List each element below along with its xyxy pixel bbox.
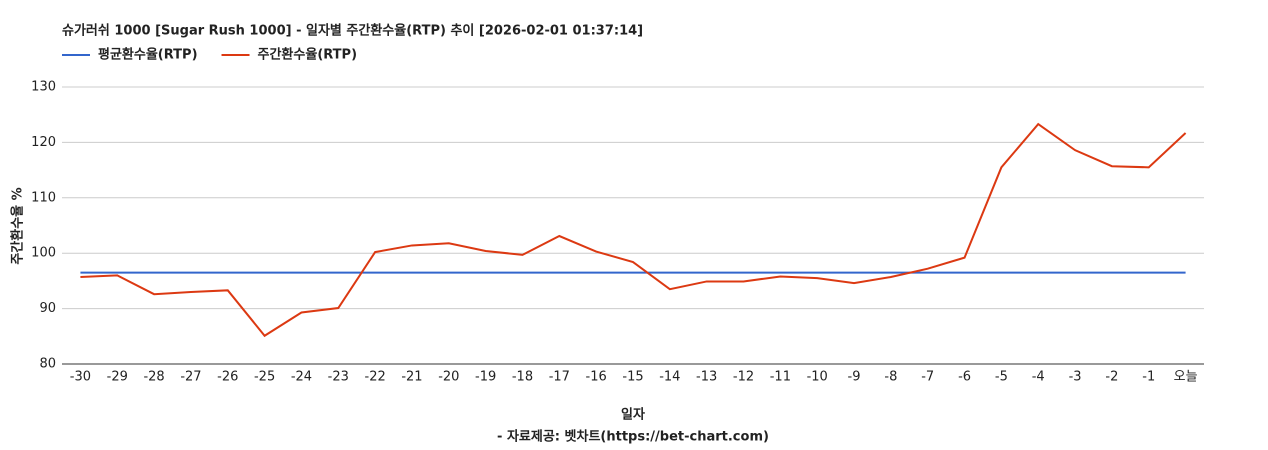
x-tick-label: -18: [512, 370, 533, 385]
legend-label: 주간환수율(RTP): [258, 47, 358, 63]
y-tick-label: 130: [31, 80, 56, 95]
y-tick-label: 90: [39, 301, 56, 316]
x-tick-label: -11: [770, 370, 791, 385]
x-tick-label: -28: [143, 370, 164, 385]
x-tick-label: -27: [180, 370, 201, 385]
x-tick-label: -23: [328, 370, 349, 385]
y-tick-label: 120: [31, 135, 56, 150]
x-tick-label: -7: [921, 370, 934, 385]
x-tick-label: -10: [807, 370, 828, 385]
series-line: [80, 122, 1187, 338]
x-axis-label: 일자: [621, 408, 645, 423]
x-tick-label: -3: [1069, 370, 1082, 385]
x-tick-label: -17: [549, 370, 570, 385]
x-tick-label: -26: [217, 370, 238, 385]
y-tick-label: 80: [39, 357, 56, 372]
y-axis-label: 주간환수율 %: [10, 187, 26, 264]
legend-label: 평균환수율(RTP): [98, 47, 198, 63]
x-tick-label: -9: [848, 370, 861, 385]
x-tick-label: -29: [107, 370, 128, 385]
x-tick-label: -14: [659, 370, 680, 385]
x-tick-label: 오늘: [1174, 370, 1198, 385]
x-tick-label: -25: [254, 370, 275, 385]
x-tick-label: -20: [438, 370, 459, 385]
y-tick-label: 100: [31, 246, 56, 261]
x-tick-label: -4: [1032, 370, 1045, 385]
x-tick-label: -1: [1142, 370, 1155, 385]
x-tick-label: -8: [884, 370, 897, 385]
source: - 자료제공: 벳차트(https://bet-chart.com): [497, 429, 769, 445]
x-tick-label: -19: [475, 370, 496, 385]
x-tick-label: -13: [696, 370, 717, 385]
x-tick-label: -21: [401, 370, 422, 385]
chart-title: 슈가러쉬 1000 [Sugar Rush 1000] - 일자별 주간환수율(…: [62, 23, 643, 39]
x-tick-label: -15: [622, 370, 643, 385]
x-tick-label: -24: [291, 370, 312, 385]
x-tick-label: -16: [586, 370, 607, 385]
x-tick-label: -6: [958, 370, 971, 385]
x-tick-label: -2: [1105, 370, 1118, 385]
x-tick-label: -5: [995, 370, 1008, 385]
y-tick-label: 110: [31, 190, 56, 205]
x-tick-label: -22: [365, 370, 386, 385]
x-tick-label: -30: [70, 370, 91, 385]
x-tick-label: -12: [733, 370, 754, 385]
